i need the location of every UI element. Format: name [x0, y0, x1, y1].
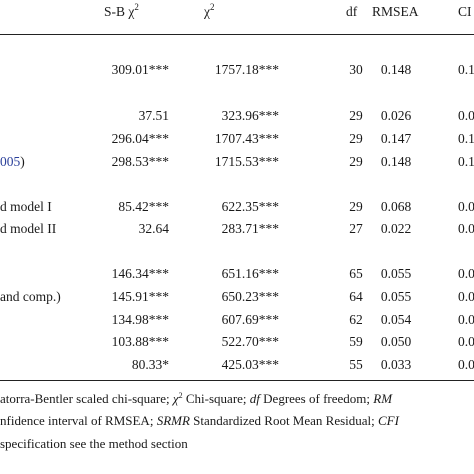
header-ci: CI [458, 4, 472, 19]
row-label: 005) [0, 154, 25, 170]
header-chi-square: χ2 [204, 2, 215, 20]
cell-ci: 0.0 [458, 266, 474, 281]
header-rmsea: RMSEA [372, 4, 419, 19]
cell-rmsea: 0.055 [380, 289, 412, 304]
cell-chi: 1707.43*** [214, 131, 279, 146]
cell-sb: 296.04*** [111, 131, 169, 146]
cell-df: 64 [349, 289, 363, 304]
cell-chi: 425.03*** [221, 357, 279, 372]
cell-chi: 651.16*** [221, 266, 279, 281]
cell-sb: 37.51 [138, 108, 169, 123]
cell-chi: 1715.53*** [214, 154, 279, 169]
cell-sb: 85.42*** [118, 199, 169, 214]
cell-chi: 622.35*** [221, 199, 279, 214]
cell-df: 55 [349, 357, 363, 372]
cell-rmsea: 0.068 [380, 199, 412, 214]
cell-sb: 134.98*** [111, 312, 169, 327]
footnote-line-3: specification see the method section [0, 436, 188, 451]
cell-df: 29 [349, 131, 363, 146]
cell-ci: 0.0 [458, 357, 474, 372]
cell-sb: 32.64 [138, 221, 169, 236]
cell-ci: 0.0 [458, 334, 474, 349]
cell-df: 29 [349, 154, 363, 169]
cell-df: 62 [349, 312, 363, 327]
header-sb-text: S-B χ [104, 4, 135, 19]
cell-ci: 0.0 [458, 289, 474, 304]
cell-rmsea: 0.054 [380, 312, 412, 327]
citation-link[interactable]: 005 [0, 154, 21, 169]
cell-rmsea: 0.022 [380, 221, 412, 236]
header-rule [0, 34, 474, 35]
cell-ci: 0.0 [458, 199, 474, 214]
header-chi-superscript: 2 [210, 2, 215, 12]
row-label: d model I [0, 199, 52, 214]
footnote-line-1: atorra-Bentler scaled chi-square; χ2 Chi… [0, 391, 393, 406]
cell-df: 59 [349, 334, 363, 349]
cell-df: 29 [349, 108, 363, 123]
cell-ci: 0.1 [458, 154, 474, 169]
cell-ci: 0.0 [458, 312, 474, 327]
cell-df: 30 [349, 62, 363, 77]
cell-ci: 0.1 [458, 131, 474, 146]
cell-rmsea: 0.026 [380, 108, 412, 123]
header-sb-superscript: 2 [134, 2, 139, 12]
row-label: d model II [0, 221, 57, 236]
cell-rmsea: 0.148 [380, 154, 412, 169]
cell-sb: 80.33* [131, 357, 169, 372]
cell-chi: 1757.18*** [214, 62, 279, 77]
cell-df: 27 [349, 221, 363, 236]
row-label: and comp.) [0, 289, 61, 304]
cell-sb: 298.53*** [111, 154, 169, 169]
bottom-rule [0, 380, 474, 381]
cell-rmsea: 0.147 [380, 131, 412, 146]
cell-sb: 146.34*** [111, 266, 169, 281]
cell-ci: 0.0 [458, 221, 474, 236]
cell-rmsea: 0.050 [380, 334, 412, 349]
header-df: df [346, 4, 358, 19]
cell-chi: 607.69*** [221, 312, 279, 327]
row-label-text: ) [20, 154, 25, 169]
cell-chi: 323.96*** [221, 108, 279, 123]
cell-chi: 650.23*** [221, 289, 279, 304]
cell-rmsea: 0.033 [380, 357, 412, 372]
cell-sb: 103.88*** [111, 334, 169, 349]
header-chi-text: χ [204, 4, 210, 19]
cell-chi: 522.70*** [221, 334, 279, 349]
cell-chi: 283.71*** [221, 221, 279, 236]
cell-rmsea: 0.055 [380, 266, 412, 281]
footnote-line-2: nfidence interval of RMSEA; SRMR Standar… [0, 413, 399, 428]
cell-df: 65 [349, 266, 363, 281]
cell-sb: 145.91*** [111, 289, 169, 304]
cell-rmsea: 0.148 [380, 62, 412, 77]
cell-ci: 0.1 [458, 62, 474, 77]
header-sb-chi-square: S-B χ2 [104, 2, 139, 20]
cell-df: 29 [349, 199, 363, 214]
cell-ci: 0.0 [458, 108, 474, 123]
cell-sb: 309.01*** [111, 62, 169, 77]
